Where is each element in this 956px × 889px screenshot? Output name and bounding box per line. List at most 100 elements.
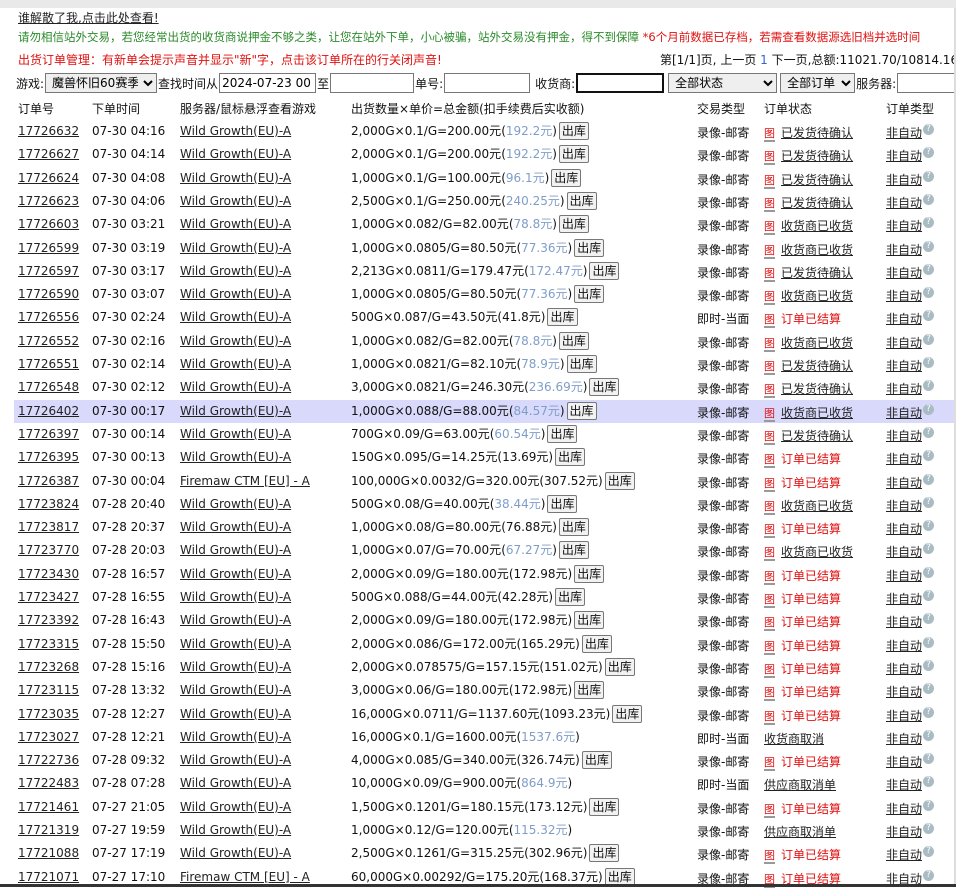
server-link[interactable]: Wild Growth(EU)-A bbox=[180, 310, 292, 325]
help-icon[interactable]: ? bbox=[923, 659, 935, 671]
server-link[interactable]: Wild Growth(EU)-A bbox=[180, 776, 292, 791]
server-link[interactable]: Wild Growth(EU)-A bbox=[180, 566, 292, 581]
server-link[interactable]: Wild Growth(EU)-A bbox=[180, 357, 292, 371]
table-row[interactable]: 17723268 07-28 15:16 Wild Growth(EU)-A 2… bbox=[14, 656, 956, 679]
server-link[interactable]: Wild Growth(EU)-A bbox=[180, 613, 292, 628]
server-input[interactable] bbox=[897, 73, 956, 93]
order-type-link[interactable]: 非自动 bbox=[886, 498, 923, 513]
table-row[interactable]: 17726632 07-30 04:16 Wild Growth(EU)-A 2… bbox=[14, 120, 956, 143]
buyer-input[interactable] bbox=[576, 73, 665, 93]
help-icon[interactable]: ? bbox=[923, 869, 935, 881]
order-type-link[interactable]: 非自动 bbox=[886, 801, 923, 816]
server-link[interactable]: Wild Growth(EU)-A bbox=[180, 729, 292, 744]
order-type-link[interactable]: 非自动 bbox=[886, 708, 923, 723]
table-row[interactable]: 17723817 07-28 20:37 Wild Growth(EU)-A 1… bbox=[14, 516, 956, 539]
order-status[interactable]: 已发货待确认 bbox=[781, 195, 854, 210]
table-row[interactable]: 17726551 07-30 02:14 Wild Growth(EU)-A 1… bbox=[14, 353, 956, 376]
order-id-link[interactable]: 17726603 bbox=[18, 217, 80, 232]
server-link[interactable]: Wild Growth(EU)-A bbox=[180, 496, 292, 511]
help-icon[interactable]: ? bbox=[923, 543, 935, 555]
status-select[interactable]: 全部状态 bbox=[668, 73, 778, 93]
ship-button[interactable]: 出库 bbox=[558, 145, 589, 164]
order-type-link[interactable]: 非自动 bbox=[886, 661, 923, 676]
ship-button[interactable]: 出库 bbox=[589, 261, 620, 280]
picture-icon[interactable]: 图 bbox=[764, 639, 775, 655]
order-type-link[interactable]: 非自动 bbox=[886, 685, 923, 700]
ship-button[interactable]: 出库 bbox=[558, 331, 589, 350]
help-icon[interactable]: ? bbox=[923, 380, 935, 392]
game-select[interactable]: 魔兽怀旧60赛季( bbox=[45, 73, 158, 93]
table-row[interactable]: 17726590 07-30 03:07 Wild Growth(EU)-A 1… bbox=[14, 283, 956, 306]
ship-button[interactable]: 出库 bbox=[574, 285, 605, 304]
picture-icon[interactable]: 图 bbox=[764, 662, 775, 678]
order-type-link[interactable]: 非自动 bbox=[886, 871, 923, 886]
table-row[interactable]: 17723115 07-28 13:32 Wild Growth(EU)-A 3… bbox=[14, 679, 956, 702]
help-icon[interactable]: ? bbox=[923, 473, 935, 485]
server-link[interactable]: Wild Growth(EU)-A bbox=[180, 846, 292, 861]
order-type-link[interactable]: 非自动 bbox=[886, 195, 923, 210]
order-status[interactable]: 已发货待确认 bbox=[781, 172, 854, 187]
order-id-link[interactable]: 17726590 bbox=[18, 287, 80, 302]
ship-button[interactable]: 出库 bbox=[566, 191, 597, 210]
order-id-link[interactable]: 17721071 bbox=[18, 869, 80, 884]
table-row[interactable]: 17723427 07-28 16:55 Wild Growth(EU)-A 5… bbox=[14, 586, 956, 609]
order-id-link[interactable]: 17723817 bbox=[18, 520, 80, 535]
table-row[interactable]: 17723392 07-28 16:43 Wild Growth(EU)-A 2… bbox=[14, 609, 956, 632]
help-icon[interactable]: ? bbox=[923, 823, 935, 834]
order-type-link[interactable]: 非自动 bbox=[886, 755, 923, 770]
ship-button[interactable]: 出库 bbox=[558, 215, 589, 234]
help-icon[interactable]: ? bbox=[923, 683, 935, 695]
table-row[interactable]: 17721071 07-27 17:10 Firemaw CTM [EU] - … bbox=[14, 866, 956, 889]
server-link[interactable]: Wild Growth(EU)-A bbox=[180, 240, 292, 255]
picture-icon[interactable]: 图 bbox=[764, 499, 775, 515]
order-type-link[interactable]: 非自动 bbox=[886, 825, 923, 839]
ship-button[interactable]: 出库 bbox=[547, 308, 578, 327]
order-number-input[interactable] bbox=[444, 73, 531, 93]
server-link[interactable]: Wild Growth(EU)-A bbox=[180, 403, 292, 418]
server-link[interactable]: Wild Growth(EU)-A bbox=[180, 124, 292, 138]
server-link[interactable]: Wild Growth(EU)-A bbox=[180, 799, 292, 814]
picture-icon[interactable]: 图 bbox=[764, 313, 775, 329]
order-type-link[interactable]: 非自动 bbox=[886, 731, 923, 746]
order-id-link[interactable]: 17726548 bbox=[18, 380, 80, 395]
page-number[interactable]: 1 bbox=[760, 53, 768, 67]
ship-button[interactable]: 出库 bbox=[551, 168, 582, 187]
picture-icon[interactable]: 图 bbox=[764, 709, 775, 725]
order-status[interactable]: 收货商已收货 bbox=[781, 498, 854, 513]
order-type-link[interactable]: 非自动 bbox=[886, 359, 923, 373]
help-icon[interactable]: ? bbox=[923, 170, 935, 182]
table-row[interactable]: 17723770 07-28 20:03 Wild Growth(EU)-A 1… bbox=[14, 539, 956, 562]
ship-button[interactable]: 出库 bbox=[558, 541, 589, 560]
order-id-link[interactable]: 17726624 bbox=[18, 170, 80, 185]
picture-icon[interactable]: 图 bbox=[764, 360, 775, 375]
picture-icon[interactable]: 图 bbox=[764, 383, 775, 399]
order-id-link[interactable]: 17726395 bbox=[18, 450, 80, 465]
order-type-link[interactable]: 非自动 bbox=[886, 452, 923, 467]
table-row[interactable]: 17722736 07-28 09:32 Wild Growth(EU)-A 4… bbox=[14, 749, 956, 772]
help-icon[interactable]: ? bbox=[923, 450, 935, 462]
help-icon[interactable]: ? bbox=[923, 776, 935, 788]
help-icon[interactable]: ? bbox=[923, 496, 935, 508]
ship-button[interactable]: 出库 bbox=[574, 681, 605, 700]
picture-icon[interactable]: 图 bbox=[764, 849, 775, 865]
table-row[interactable]: 17721319 07-27 19:59 Wild Growth(EU)-A 1… bbox=[14, 819, 956, 842]
order-id-link[interactable]: 17726402 bbox=[18, 403, 80, 418]
help-icon[interactable]: ? bbox=[923, 753, 935, 765]
order-id-link[interactable]: 17726623 bbox=[18, 193, 80, 208]
server-link[interactable]: Wild Growth(EU)-A bbox=[180, 450, 292, 465]
order-id-link[interactable]: 17723392 bbox=[18, 613, 80, 628]
order-type-link[interactable]: 非自动 bbox=[886, 382, 923, 397]
picture-icon[interactable]: 图 bbox=[764, 569, 775, 585]
help-icon[interactable]: ? bbox=[923, 193, 935, 205]
order-id-link[interactable]: 17723027 bbox=[18, 729, 80, 744]
table-row[interactable]: 17723430 07-28 16:57 Wild Growth(EU)-A 2… bbox=[14, 563, 956, 586]
picture-icon[interactable]: 图 bbox=[764, 476, 775, 492]
order-type-link[interactable]: 非自动 bbox=[886, 289, 923, 304]
table-row[interactable]: 17726395 07-30 00:13 Wild Growth(EU)-A 1… bbox=[14, 446, 956, 469]
ship-button[interactable]: 出库 bbox=[547, 494, 578, 513]
picture-icon[interactable]: 图 bbox=[764, 756, 775, 772]
ship-button[interactable]: 出库 bbox=[581, 751, 612, 770]
server-link[interactable]: Wild Growth(EU)-A bbox=[180, 333, 292, 348]
server-link[interactable]: Wild Growth(EU)-A bbox=[180, 683, 292, 698]
time-from-input[interactable] bbox=[219, 73, 317, 93]
